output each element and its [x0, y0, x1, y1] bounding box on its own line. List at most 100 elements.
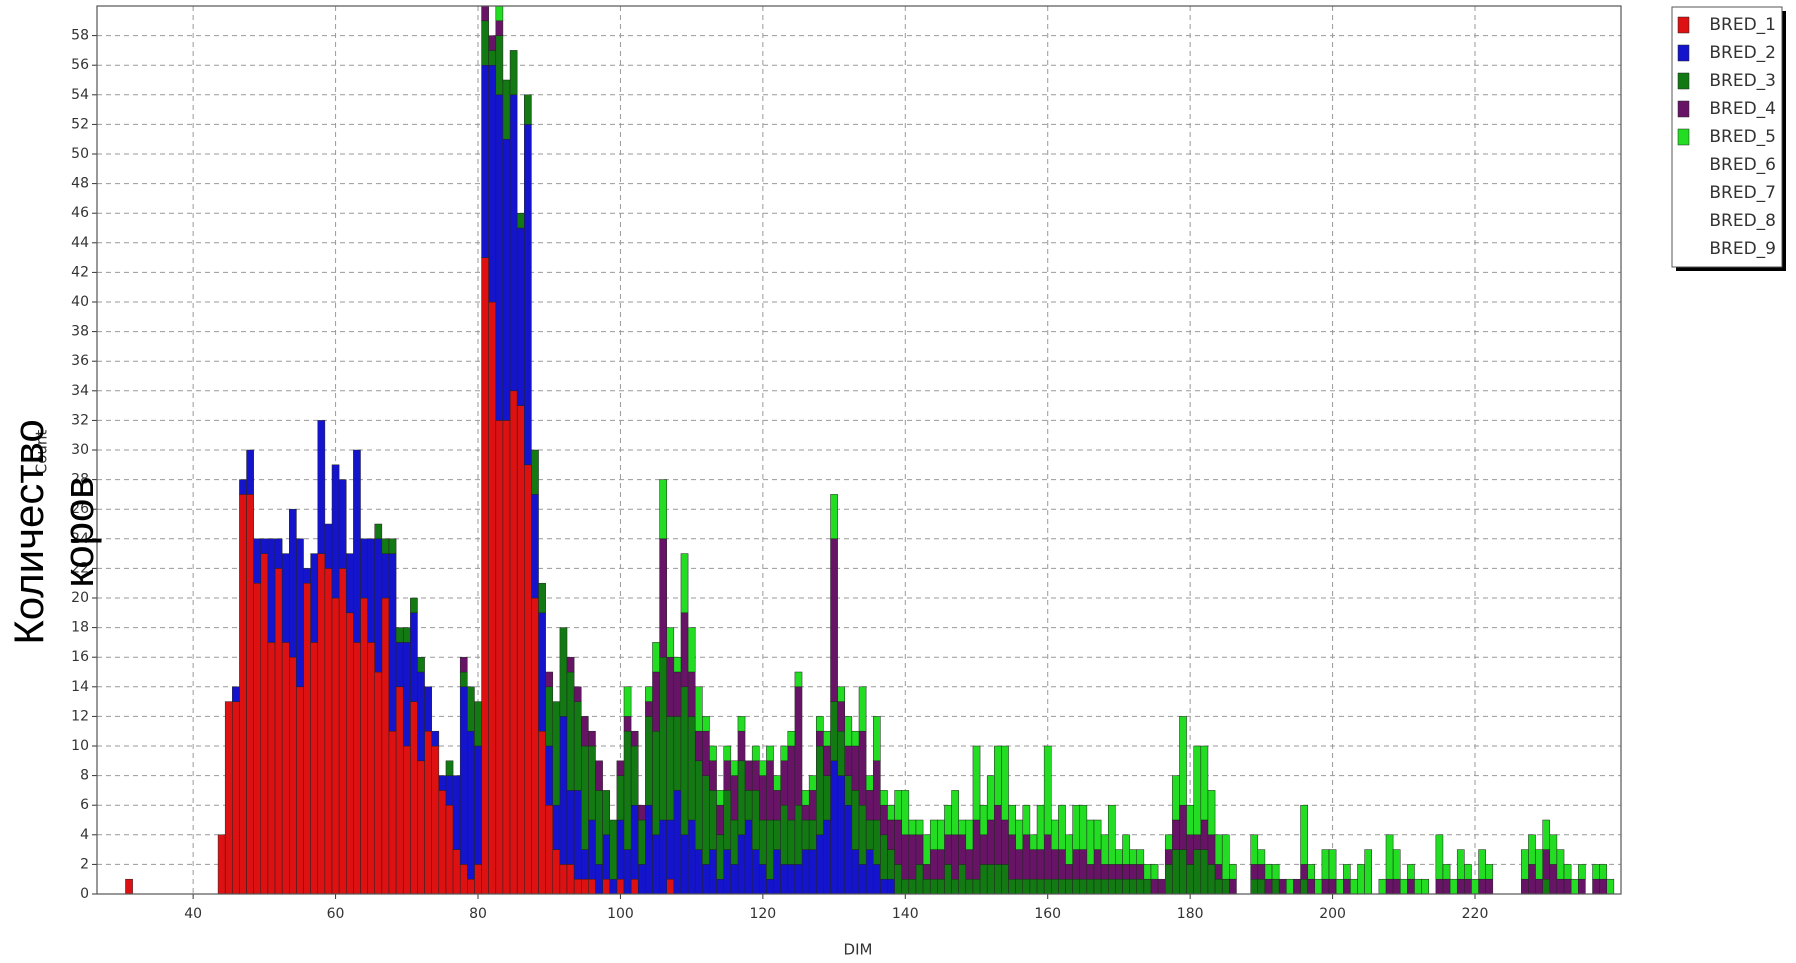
bar-segment — [894, 864, 902, 895]
bar-segment — [1065, 864, 1073, 880]
bar-segment — [488, 301, 497, 895]
bar-segment — [780, 760, 789, 806]
bar-segment — [723, 790, 732, 850]
bar-segment — [1207, 834, 1216, 865]
bar-segment — [1022, 834, 1031, 880]
bar-segment — [751, 745, 760, 762]
bar-segment — [702, 730, 710, 776]
bar-segment — [474, 864, 482, 895]
bar-segment — [402, 627, 411, 643]
bar-segment — [459, 864, 468, 895]
y-tick-label: 28 — [71, 472, 89, 488]
bar-segment — [694, 849, 703, 895]
bar-segment — [972, 819, 981, 880]
bar-segment — [1464, 864, 1472, 880]
bar-segment — [381, 538, 390, 554]
y-tick-label: 30 — [71, 442, 89, 458]
bar-segment — [324, 523, 333, 569]
bar-segment — [937, 878, 945, 895]
bar-segment — [666, 716, 675, 821]
y-tick-label: 0 — [80, 886, 89, 902]
bar-segment — [1414, 878, 1422, 895]
bar-segment — [922, 834, 931, 865]
bar-segment — [1271, 864, 1280, 880]
bar-segment — [958, 834, 967, 865]
bar-segment — [773, 790, 781, 821]
bar-segment — [915, 834, 924, 865]
legend-swatch — [1677, 44, 1690, 62]
bar-segment — [773, 775, 781, 791]
bar-segment — [445, 775, 454, 806]
bar-segment — [1229, 878, 1237, 895]
bar-segment — [645, 716, 653, 806]
bar-segment — [929, 878, 938, 895]
bar-segment — [502, 138, 511, 421]
bar-segment — [253, 582, 262, 895]
bar-segment — [737, 730, 746, 762]
bar-segment — [1108, 878, 1116, 895]
bar-segment — [623, 716, 632, 732]
bar-segment — [1578, 864, 1586, 880]
bar-segment — [1364, 849, 1372, 895]
bar-segment — [1570, 878, 1579, 895]
bar-segment — [395, 686, 404, 895]
bar-segment — [787, 864, 796, 895]
bar-segment — [431, 745, 440, 895]
bar-segment — [588, 730, 596, 747]
bar-segment — [616, 819, 625, 880]
bar-segment — [652, 730, 660, 836]
bar-segment — [1029, 878, 1038, 895]
bar-segment — [687, 819, 696, 895]
bar-segment — [1485, 878, 1494, 895]
bar-segment — [816, 730, 824, 747]
bar-segment — [737, 716, 746, 732]
bar-segment — [1086, 878, 1095, 895]
bar-segment — [602, 834, 610, 880]
bar-segment — [880, 878, 888, 895]
bar-segment — [289, 656, 297, 895]
bar-segment — [1051, 819, 1059, 850]
bar-segment — [837, 701, 846, 732]
bar-segment — [801, 819, 810, 850]
bar-segment — [374, 671, 383, 895]
bar-segment — [894, 819, 902, 865]
bar-segment — [837, 775, 846, 895]
bar-segment — [595, 760, 603, 791]
bar-segment — [709, 745, 717, 762]
bar-segment — [552, 701, 561, 806]
bar-segment — [1535, 849, 1543, 880]
bar-segment — [1043, 878, 1052, 895]
y-tick-label: 42 — [71, 264, 89, 280]
bar-segment — [459, 656, 468, 673]
bar-segment — [986, 864, 995, 895]
bar-segment — [516, 212, 525, 229]
bar-segment — [794, 686, 803, 806]
bar-segment — [559, 864, 568, 895]
bar-segment — [1029, 834, 1038, 850]
bar-segment — [467, 686, 475, 732]
bar-segment — [680, 553, 689, 614]
bar-segment — [1200, 849, 1209, 895]
bar-segment — [424, 730, 432, 895]
bar-segment — [481, 257, 489, 895]
bar-segment — [1592, 864, 1600, 880]
bar-segment — [260, 538, 269, 554]
bar-segment — [367, 642, 375, 895]
bar-segment — [296, 538, 304, 688]
bar-segment — [353, 449, 361, 643]
bar-segment — [965, 819, 974, 850]
bar-segment — [1321, 878, 1330, 895]
bar-segment — [652, 642, 660, 673]
bar-segment — [381, 553, 390, 599]
bar-segment — [573, 878, 582, 895]
bar-segment — [901, 834, 910, 880]
bar-segment — [609, 878, 618, 895]
y-tick-label: 22 — [71, 560, 89, 576]
bar-segment — [1456, 878, 1465, 895]
y-tick-label: 14 — [71, 679, 89, 695]
bar-segment — [794, 671, 803, 688]
bar-segment — [1442, 878, 1451, 895]
bar-segment — [1157, 878, 1166, 895]
bar-segment — [901, 790, 910, 836]
bar-segment — [645, 701, 653, 717]
